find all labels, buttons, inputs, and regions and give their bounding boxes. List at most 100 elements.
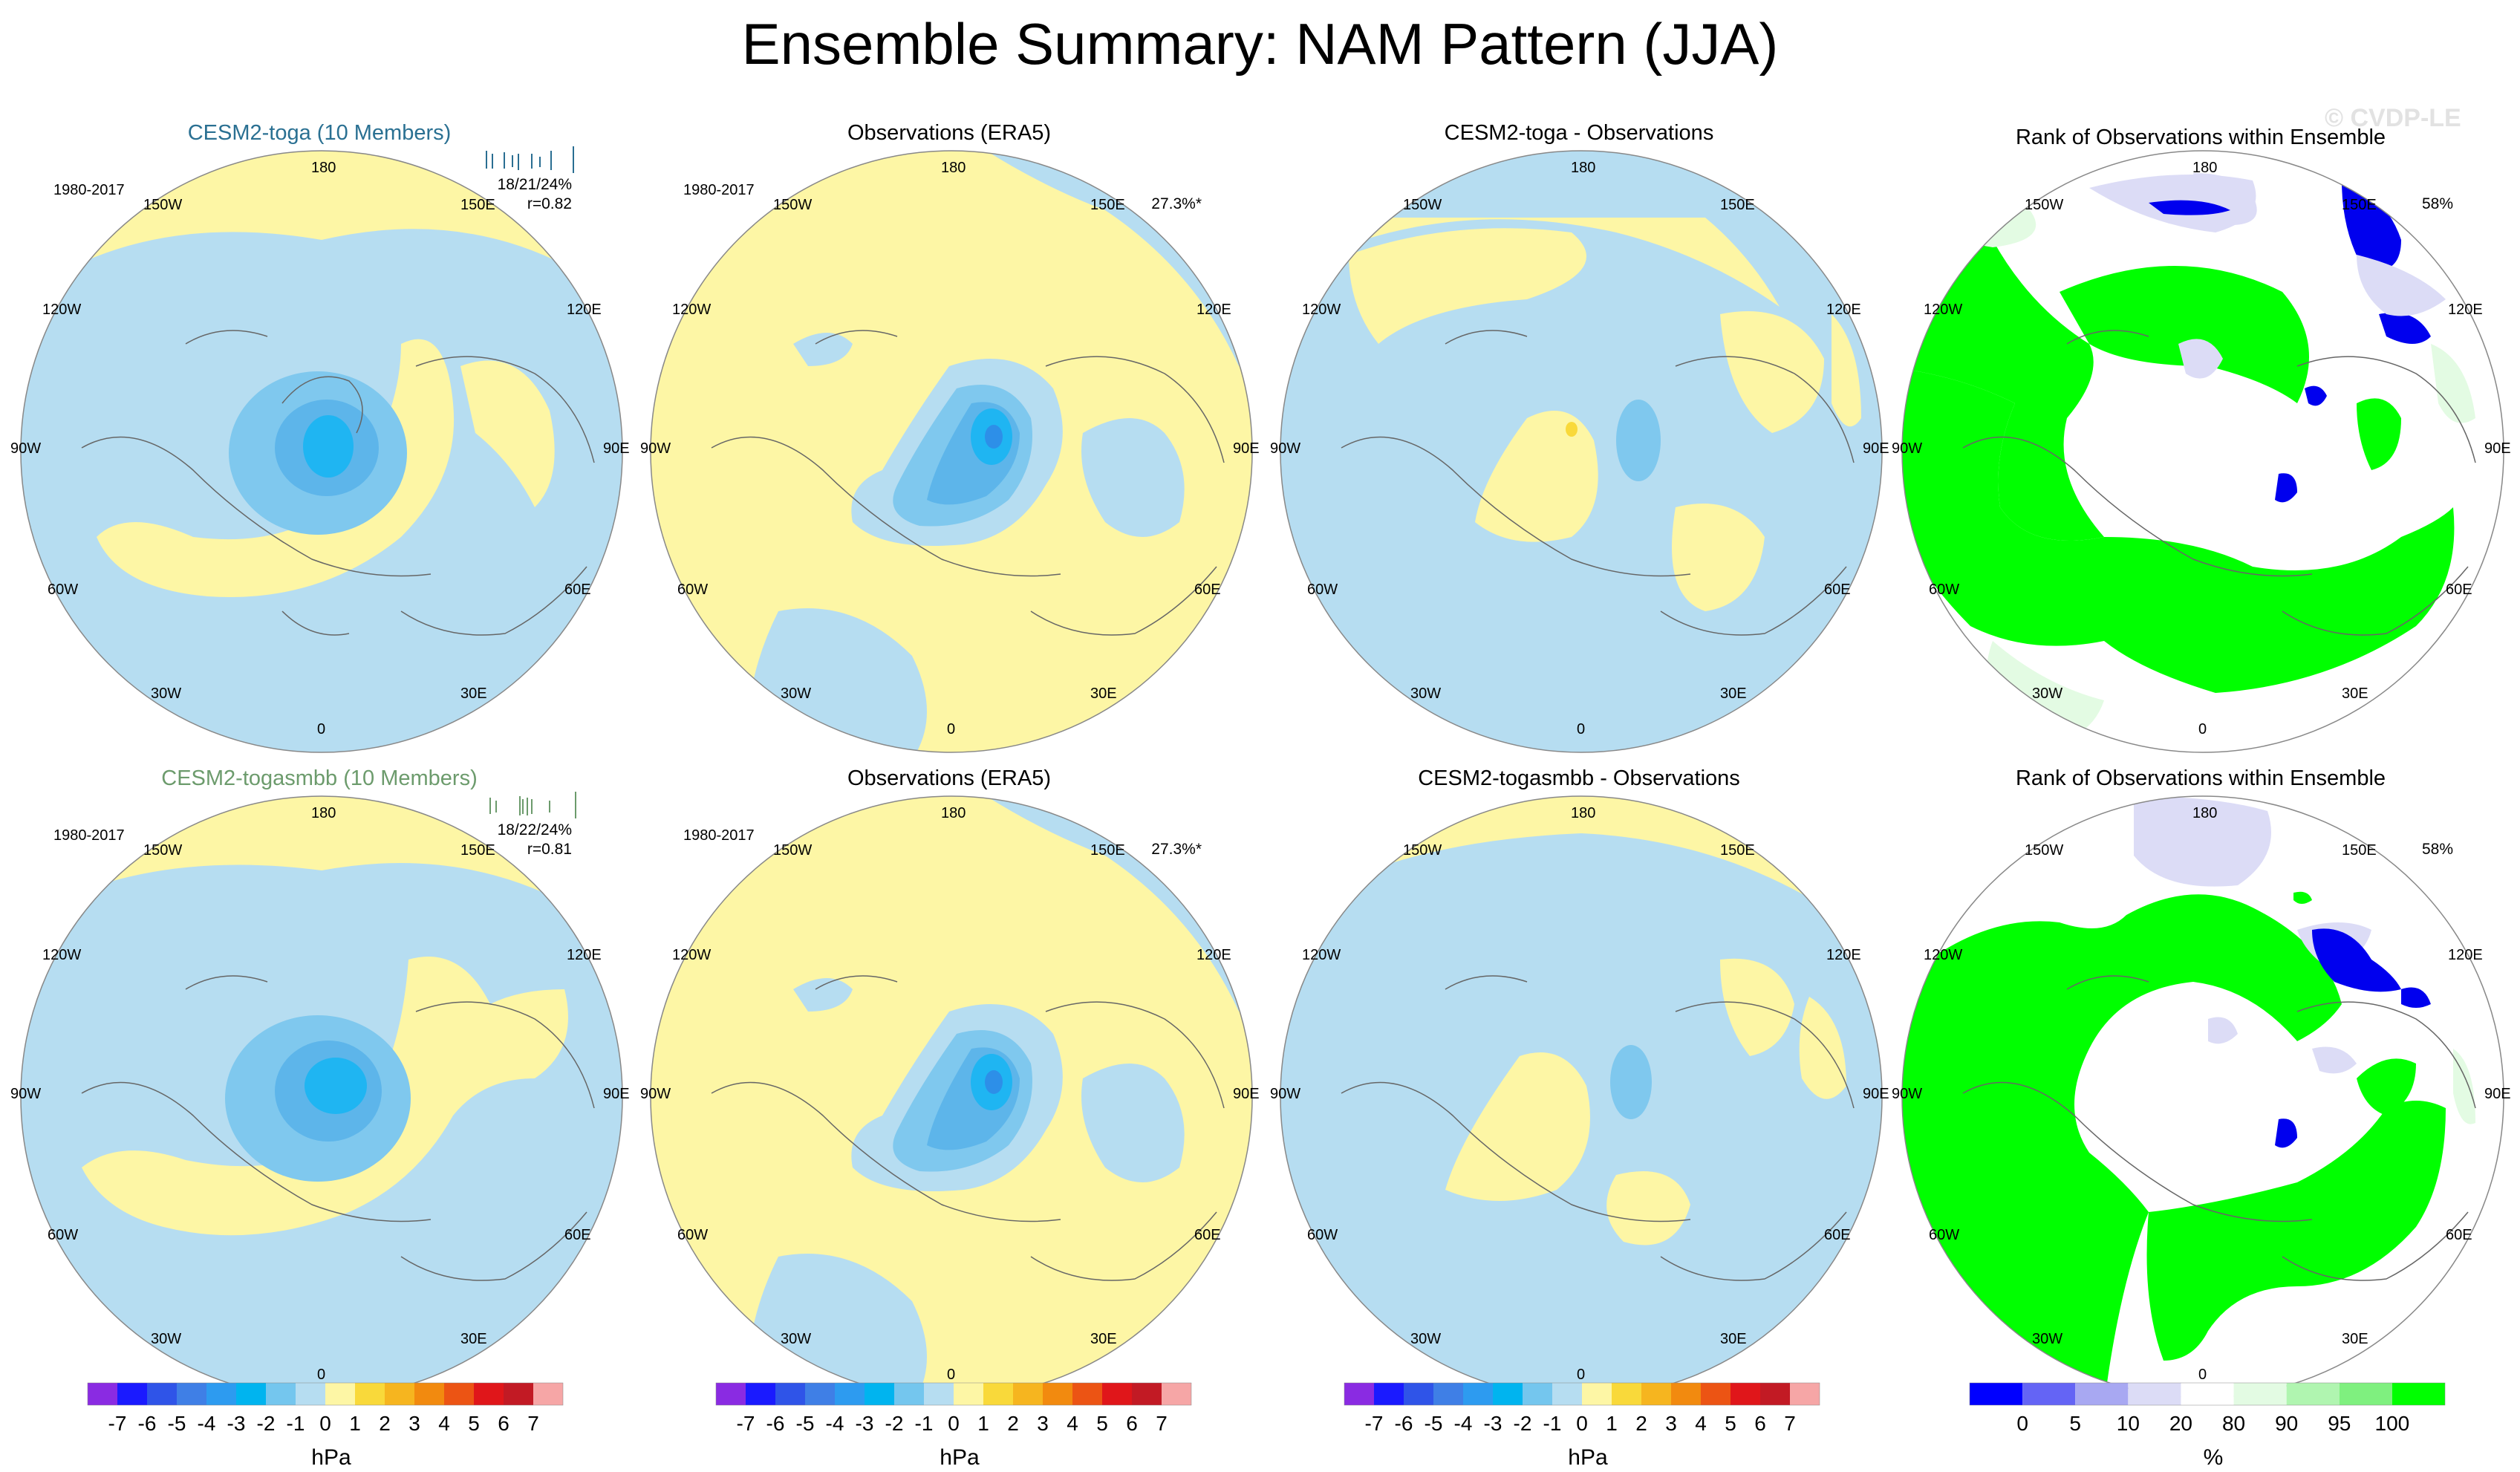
colorbar-swatch xyxy=(414,1383,444,1405)
watermark: © CVDP-LE xyxy=(2325,104,2461,132)
lon-label-90w: 90W xyxy=(1270,1086,1301,1102)
panel-rank-row1: Rank of Observations within Ensemble 58% xyxy=(1881,121,2520,775)
colorbar-swatch xyxy=(2286,1383,2340,1405)
colorbar-tick-label: -6 xyxy=(766,1412,785,1435)
colorbar-swatch xyxy=(1374,1383,1404,1405)
colorbar-swatch xyxy=(385,1383,414,1405)
lon-label-150w: 150W xyxy=(143,197,183,213)
colorbar-tick-label: 5 xyxy=(1725,1412,1736,1435)
colorbar-tick-label: -4 xyxy=(826,1412,844,1435)
colorbar-tick-label: -5 xyxy=(796,1412,815,1435)
colorbar-swatch xyxy=(1523,1383,1552,1405)
period-label: 1980-2017 xyxy=(683,827,755,844)
lon-label-0: 0 xyxy=(947,721,956,737)
lon-label-30e: 30E xyxy=(1090,1331,1117,1347)
polar-map xyxy=(1901,150,2504,753)
colorbar-swatches: -7 -6 -5 -4 -3 -2 -1 0 1 2 3 4 5 6 7 xyxy=(1344,1382,1820,1435)
lon-label-120e: 120E xyxy=(2448,302,2483,318)
lon-label-120e: 120E xyxy=(2448,947,2483,963)
panel-title: Rank of Observations within Ensemble xyxy=(2015,766,2386,790)
colorbar-swatch xyxy=(1612,1383,1641,1405)
colorbar-tick-label: 80 xyxy=(2222,1412,2245,1435)
colorbar-units: hPa xyxy=(1568,1445,1608,1470)
colorbar-tick-label: -1 xyxy=(915,1412,934,1435)
colorbar-frame xyxy=(1344,1382,1820,1406)
lon-label-180: 180 xyxy=(941,805,966,821)
lon-label-150w: 150W xyxy=(773,842,813,859)
lon-label-90e: 90E xyxy=(603,1086,630,1102)
lon-label-90e: 90E xyxy=(1233,440,1260,457)
colorbar-diff: -7 -6 -5 -4 -3 -2 -1 0 1 2 3 4 5 6 7 hPa xyxy=(1343,1381,1833,1471)
lon-label-90e: 90E xyxy=(603,440,630,457)
colorbar-tick-label: 2 xyxy=(379,1412,391,1435)
panel-title: CESM2-toga - Observations xyxy=(1444,121,1714,145)
panel-title: CESM2-togasmbb - Observations xyxy=(1418,766,1740,790)
lon-label-60e: 60E xyxy=(1194,582,1221,598)
colorbar-swatch xyxy=(177,1383,206,1405)
colorbar-swatch xyxy=(117,1383,147,1405)
period-label: 1980-2017 xyxy=(53,827,125,844)
colorbar-tick-label: -7 xyxy=(108,1412,127,1435)
lon-label-0: 0 xyxy=(317,1367,326,1383)
colorbar-tick-label: -3 xyxy=(856,1412,874,1435)
colorbar-swatch xyxy=(533,1383,563,1405)
colorbar-tick-label: -1 xyxy=(287,1412,305,1435)
lon-label-120e: 120E xyxy=(1826,947,1861,963)
colorbar-tick-label: 6 xyxy=(1754,1412,1766,1435)
colorbar-tick-label: -5 xyxy=(168,1412,186,1435)
colorbar-swatch xyxy=(983,1383,1013,1405)
colorbar-swatch xyxy=(474,1383,504,1405)
lon-label-0: 0 xyxy=(1577,721,1586,737)
colorbar-tick-label: 1 xyxy=(1606,1412,1618,1435)
lon-label-60w: 60W xyxy=(1307,1227,1338,1243)
lon-label-150e: 150E xyxy=(460,197,495,213)
lon-label-60w: 60W xyxy=(1307,582,1338,598)
lon-label-30w: 30W xyxy=(781,1331,812,1347)
colorbar-swatch xyxy=(1970,1383,2023,1405)
lon-label-120w: 120W xyxy=(1302,302,1341,318)
lon-label-120e: 120E xyxy=(1196,947,1231,963)
colorbar-swatch xyxy=(325,1383,355,1405)
lon-label-180: 180 xyxy=(1571,805,1596,821)
panel-title: CESM2-togasmbb (10 Members) xyxy=(161,766,478,790)
colorbar-tick-label: 4 xyxy=(1695,1412,1707,1435)
lon-label-60w: 60W xyxy=(48,1227,79,1243)
colorbar-swatch xyxy=(1582,1383,1612,1405)
lon-label-150w: 150W xyxy=(143,842,183,859)
lon-label-150w: 150W xyxy=(2025,197,2064,213)
lon-label-90w: 90W xyxy=(1270,440,1301,457)
lon-label-60e: 60E xyxy=(1824,582,1851,598)
lon-label-150e: 150E xyxy=(1720,842,1755,859)
lon-label-30e: 30E xyxy=(2342,1331,2368,1347)
colorbar-swatch xyxy=(1433,1383,1463,1405)
stats-line-1: 18/21/24% xyxy=(497,176,572,193)
lon-label-120w: 120W xyxy=(1924,947,1963,963)
lon-label-0: 0 xyxy=(947,1367,956,1383)
colorbar-tick-label: 7 xyxy=(1156,1412,1168,1435)
colorbar-tick-label: -6 xyxy=(1395,1412,1413,1435)
rank-pct: 58% xyxy=(2421,841,2453,858)
lon-label-90w: 90W xyxy=(640,440,671,457)
colorbar-tick-label: 2 xyxy=(1635,1412,1647,1435)
colorbar-tick-label: -4 xyxy=(1454,1412,1473,1435)
panel-model-row1: CESM2-toga (10 Members) 1980-2017 18/21/… xyxy=(0,121,639,775)
colorbar-swatch xyxy=(1013,1383,1043,1405)
colorbar-frame xyxy=(1969,1382,2446,1406)
lon-label-180: 180 xyxy=(2192,805,2218,821)
colorbar-swatch xyxy=(2075,1383,2129,1405)
colorbar-units: hPa xyxy=(940,1445,980,1470)
colorbar-swatches: -7 -6 -5 -4 -3 -2 -1 0 1 2 3 4 5 6 7 xyxy=(87,1382,564,1435)
colorbar-tick-label: -2 xyxy=(1514,1412,1532,1435)
colorbar-tick-label: 5 xyxy=(1096,1412,1108,1435)
lon-label-120e: 120E xyxy=(567,302,602,318)
colorbar-frame xyxy=(87,1382,564,1406)
lon-label-60w: 60W xyxy=(48,582,79,598)
lon-label-180: 180 xyxy=(941,160,966,176)
lon-label-0: 0 xyxy=(1577,1367,1586,1383)
variance-pct: 27.3%* xyxy=(1151,195,1202,212)
lon-label-150e: 150E xyxy=(2342,197,2377,213)
polar-map xyxy=(650,795,1253,1398)
lon-label-90e: 90E xyxy=(1233,1086,1260,1102)
polar-map xyxy=(1280,150,1883,753)
lon-label-90w: 90W xyxy=(640,1086,671,1102)
